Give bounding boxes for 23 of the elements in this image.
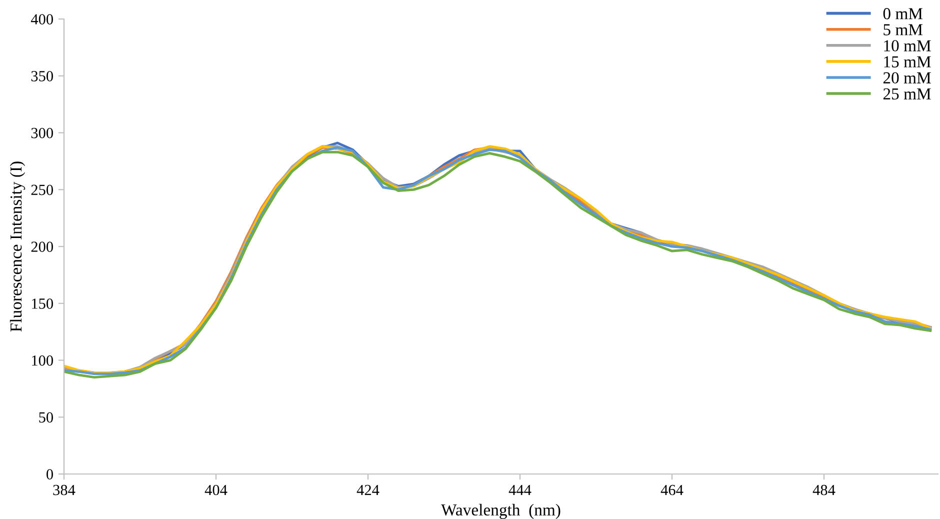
x-tick-label: 484 [812, 484, 836, 496]
x-tick-label: 404 [204, 484, 228, 496]
legend-label: 5 mM [884, 24, 923, 36]
y-tick-label: 400 [30, 14, 53, 24]
legend-label: 20 mM [883, 72, 931, 84]
legend-label: 10 mM [884, 40, 931, 52]
y-tick-label: 300 [31, 128, 53, 138]
x-tick-label: 444 [508, 484, 532, 496]
y-tick-label: 350 [31, 71, 53, 82]
legend-label: 25 mM [883, 88, 931, 100]
y-tick-label: 150 [32, 298, 53, 309]
y-axis-title: Fluorescence Intensity (I) [10, 162, 26, 332]
legend-label: 15 mM [884, 56, 931, 68]
y-tick-label: 200 [31, 242, 53, 252]
y-tick-label: 250 [31, 184, 53, 196]
x-tick-label: 464 [660, 484, 684, 496]
x-axis-title: Wavelength (nm) [441, 504, 560, 519]
x-tick-label: 424 [356, 484, 380, 496]
x-tick-label: 384 [53, 484, 76, 496]
y-tick-label: 100 [32, 355, 53, 366]
y-tick-label: 50 [39, 412, 53, 423]
y-tick-label: 0 [46, 469, 53, 480]
legend-label: 0 mM [883, 8, 923, 20]
